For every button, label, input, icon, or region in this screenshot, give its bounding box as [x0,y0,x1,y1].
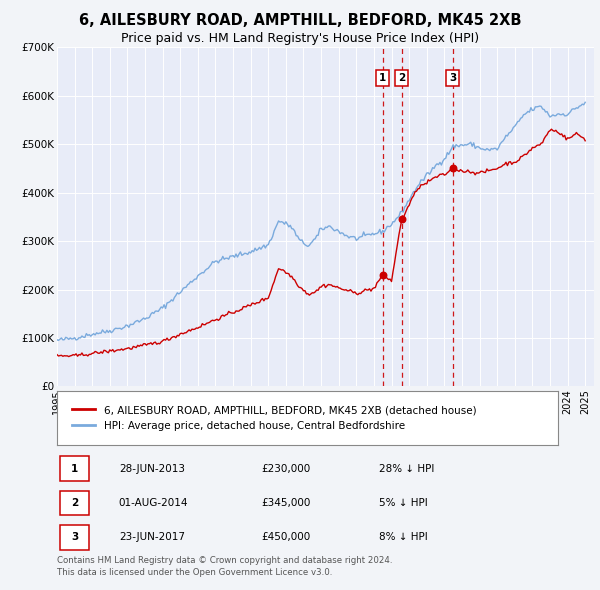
Text: 01-AUG-2014: 01-AUG-2014 [119,498,188,508]
Text: 8% ↓ HPI: 8% ↓ HPI [379,532,428,542]
Text: 3: 3 [449,73,457,83]
FancyBboxPatch shape [59,491,89,516]
Text: 1: 1 [71,464,78,474]
Text: Price paid vs. HM Land Registry's House Price Index (HPI): Price paid vs. HM Land Registry's House … [121,32,479,45]
Text: 2: 2 [71,498,78,508]
FancyBboxPatch shape [59,456,89,481]
FancyBboxPatch shape [59,525,89,550]
Point [448,163,458,173]
Text: £345,000: £345,000 [261,498,310,508]
Text: 28-JUN-2013: 28-JUN-2013 [119,464,185,474]
Point [378,270,388,280]
Point [397,215,407,224]
Text: 5% ↓ HPI: 5% ↓ HPI [379,498,428,508]
Text: 23-JUN-2017: 23-JUN-2017 [119,532,185,542]
Text: 3: 3 [71,532,78,542]
Text: £230,000: £230,000 [261,464,310,474]
Text: 6, AILESBURY ROAD, AMPTHILL, BEDFORD, MK45 2XB: 6, AILESBURY ROAD, AMPTHILL, BEDFORD, MK… [79,13,521,28]
Text: £450,000: £450,000 [261,532,310,542]
Legend: 6, AILESBURY ROAD, AMPTHILL, BEDFORD, MK45 2XB (detached house), HPI: Average pr: 6, AILESBURY ROAD, AMPTHILL, BEDFORD, MK… [67,400,482,437]
Text: 28% ↓ HPI: 28% ↓ HPI [379,464,434,474]
Text: 2: 2 [398,73,406,83]
Text: 1: 1 [379,73,386,83]
Text: Contains HM Land Registry data © Crown copyright and database right 2024.
This d: Contains HM Land Registry data © Crown c… [57,556,392,577]
